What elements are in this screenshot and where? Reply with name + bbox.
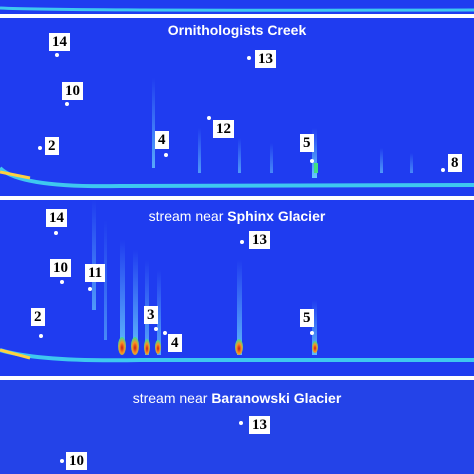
peak-marker: [310, 331, 314, 335]
peak-marker: [207, 116, 211, 120]
peak-label-2: 2: [45, 137, 59, 155]
peak-band: [312, 300, 317, 355]
baranowski-panel: stream near Baranowski Glacier 13 10: [0, 380, 474, 474]
peak-label-13: 13: [249, 416, 270, 434]
ornithologists-bg: [0, 18, 474, 196]
peak-label-13: 13: [255, 50, 276, 68]
peak-band: [104, 220, 107, 340]
peak-marker: [38, 146, 42, 150]
peak-marker: [55, 53, 59, 57]
sphinx-chromatogram: [0, 200, 474, 376]
peak-marker: [60, 280, 64, 284]
ornithologists-panel: Ornithologists Creek 14 13 10 12 4 2 5 8: [0, 18, 474, 196]
peak-label-10: 10: [62, 82, 83, 100]
top-strip-panel: [0, 0, 474, 14]
peak-band: [152, 78, 155, 168]
baranowski-title-prefix: stream near: [132, 390, 212, 406]
hot-peak: [312, 341, 318, 353]
sphinx-title: stream near Sphinx Glacier: [0, 208, 474, 224]
hot-peak: [155, 340, 161, 354]
peak-marker: [247, 56, 251, 60]
ornithologists-baseline-start: [0, 170, 31, 180]
top-strip-chromatogram: [0, 0, 474, 14]
sphinx-baseline-start: [0, 348, 31, 360]
peak-marker: [60, 459, 64, 463]
peak-band: [133, 250, 138, 350]
strip-bg: [0, 0, 474, 14]
peak-marker: [39, 334, 43, 338]
peak-label-12: 12: [213, 120, 234, 138]
peak-marker: [65, 102, 69, 106]
peak-marker: [88, 287, 92, 291]
peak-marker: [310, 159, 314, 163]
peak-label-8: 8: [448, 154, 462, 172]
peak-marker: [54, 231, 58, 235]
peak-band: [312, 128, 317, 178]
peak-band: [157, 270, 161, 355]
peak-band: [120, 240, 125, 350]
hot-peak: [235, 339, 243, 355]
peak-label-11: 11: [85, 264, 106, 282]
sphinx-panel: stream near Sphinx Glacier 14 13 10 11 2…: [0, 200, 474, 376]
peak-label-10: 10: [50, 259, 71, 277]
peak-label-2: 2: [31, 308, 45, 326]
hot-peak: [131, 337, 139, 355]
peak-band: [237, 260, 242, 355]
peak-marker: [239, 421, 243, 425]
ornithologists-chromatogram: [0, 18, 474, 196]
peak-band: [198, 128, 201, 173]
ornithologists-title-bold: Ornithologists Creek: [167, 22, 307, 38]
peak-label-5: 5: [300, 134, 314, 152]
peak-core: [314, 163, 318, 173]
peak-label-13: 13: [249, 231, 270, 249]
peak-band: [92, 200, 96, 310]
baranowski-title-bold: Baranowski Glacier: [211, 390, 342, 406]
hot-peak: [144, 339, 150, 355]
peak-marker: [240, 240, 244, 244]
peak-band: [270, 143, 273, 173]
ornithologists-title: Ornithologists Creek: [0, 22, 474, 38]
peak-label-5: 5: [300, 309, 314, 327]
peak-marker: [163, 331, 167, 335]
peak-label-3: 3: [144, 306, 158, 324]
peak-label-14: 14: [49, 33, 70, 51]
peak-band: [380, 148, 383, 173]
peak-label-4: 4: [168, 334, 182, 352]
baranowski-title: stream near Baranowski Glacier: [0, 390, 474, 406]
strip-baseline: [0, 6, 474, 12]
peak-marker: [154, 327, 158, 331]
hot-peak: [118, 337, 126, 355]
peak-marker: [164, 153, 168, 157]
peak-marker: [441, 168, 445, 172]
peak-label-4: 4: [155, 131, 169, 149]
peak-label-14: 14: [46, 209, 67, 227]
peak-label-10: 10: [66, 452, 87, 470]
sphinx-title-bold: Sphinx Glacier: [227, 208, 326, 224]
sphinx-title-prefix: stream near: [148, 208, 228, 224]
peak-band: [238, 138, 241, 173]
peak-band: [410, 153, 413, 173]
